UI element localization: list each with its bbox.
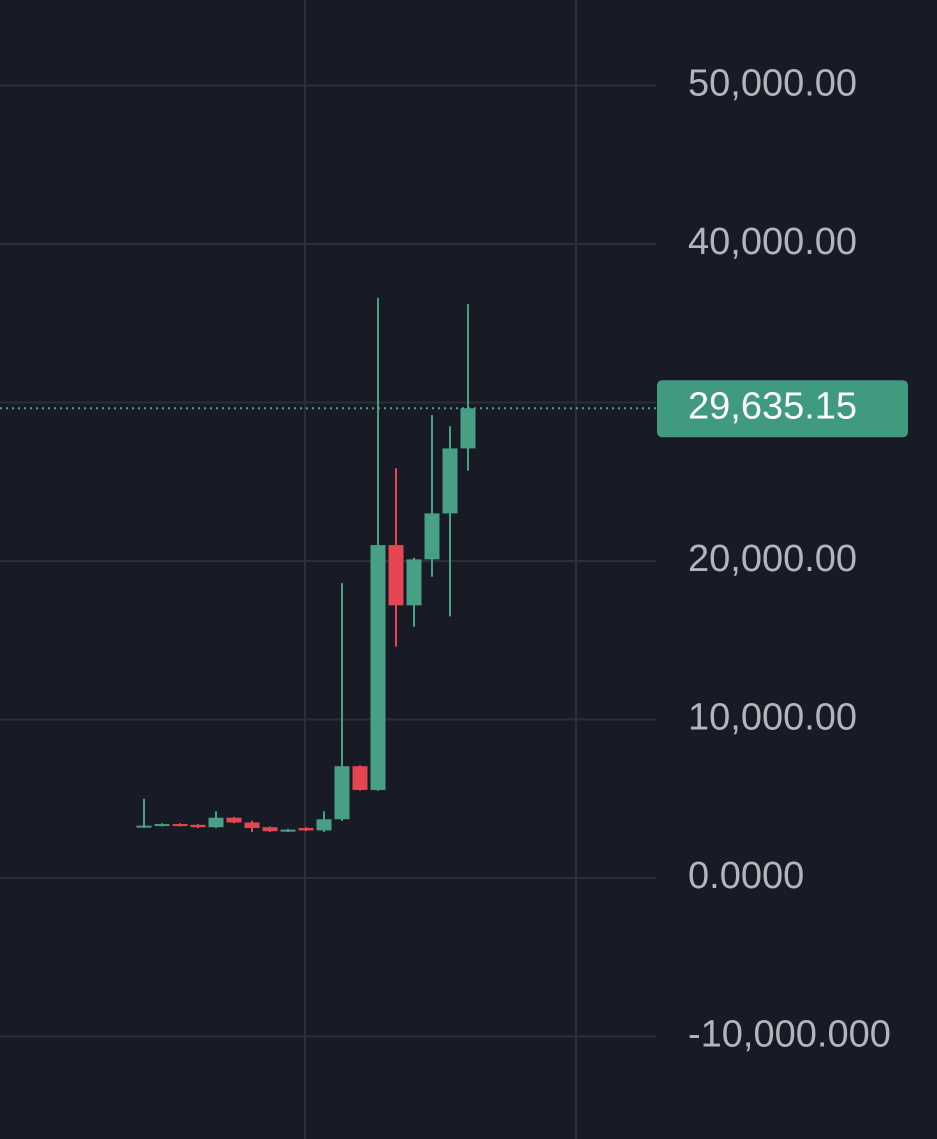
candle-body — [442, 448, 458, 514]
candle-body — [316, 819, 332, 831]
candle-body — [388, 545, 404, 606]
candle-body — [154, 824, 170, 827]
candle-body — [352, 766, 368, 790]
y-tick-label: 0.0000 — [688, 855, 804, 897]
y-tick-label: 20,000.00 — [688, 538, 857, 580]
last-price-label: 29,635.15 — [688, 385, 857, 427]
candle-body — [136, 825, 152, 828]
y-tick-label: 10,000.00 — [688, 696, 857, 738]
candle-body — [190, 824, 206, 828]
candle-body — [460, 408, 476, 449]
candle-body — [172, 824, 188, 827]
candle-body — [370, 545, 386, 790]
candle-body — [424, 513, 440, 560]
candle-body — [280, 829, 296, 832]
candle-body — [298, 828, 314, 831]
candle-body — [244, 822, 260, 829]
candle-body — [262, 827, 278, 832]
y-tick-label: -10,000.000 — [688, 1013, 891, 1055]
candle-body — [208, 817, 224, 828]
last-price-tag — [657, 380, 908, 438]
candle-body — [226, 817, 242, 823]
candle-body — [334, 766, 350, 820]
candle-body — [406, 559, 422, 606]
y-tick-label: 50,000.00 — [688, 62, 857, 104]
y-tick-label: 40,000.00 — [688, 221, 857, 263]
